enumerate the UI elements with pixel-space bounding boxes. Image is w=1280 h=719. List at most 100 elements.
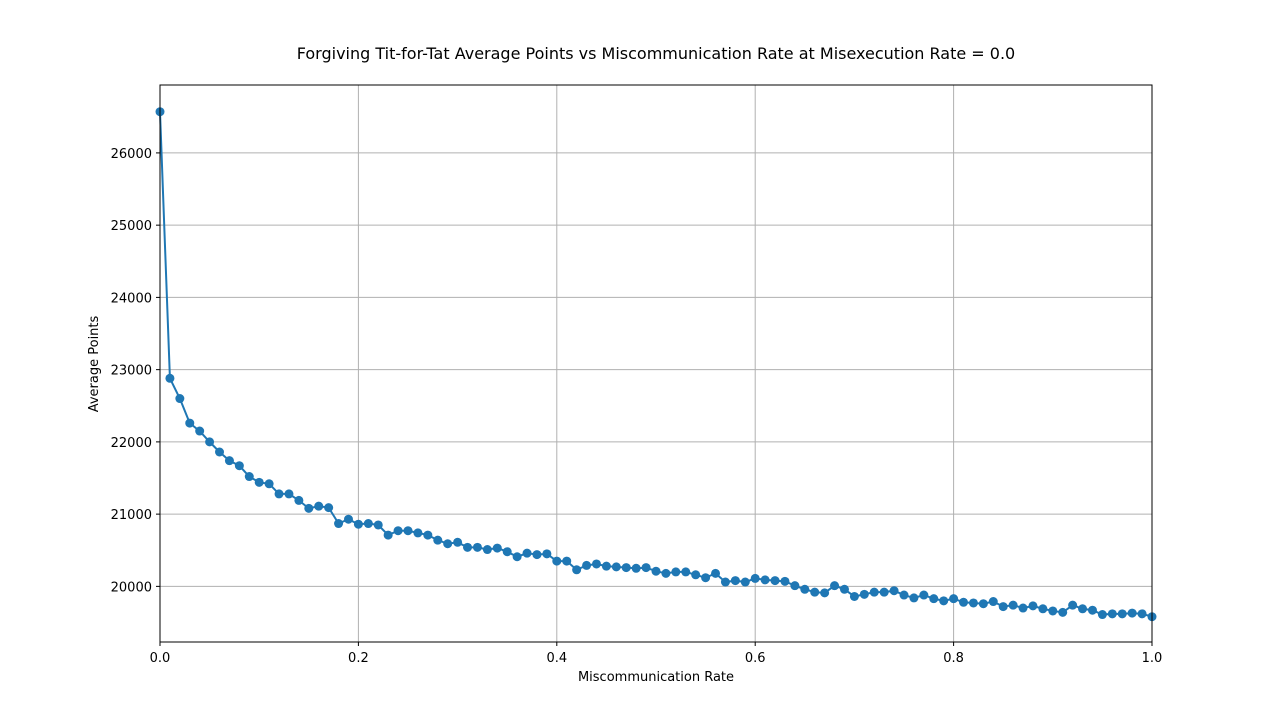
x-tick-label: 1.0 [1142, 651, 1163, 666]
data-point [393, 526, 403, 536]
data-point [869, 587, 879, 597]
data-point [334, 519, 344, 529]
data-point [343, 514, 353, 524]
data-point [591, 559, 601, 569]
data-point [294, 495, 304, 505]
series-plot [155, 107, 1157, 622]
data-point [701, 573, 711, 583]
data-point [830, 581, 840, 591]
data-point [1038, 604, 1048, 614]
data-point [988, 597, 998, 607]
data-point [909, 593, 919, 603]
data-point [720, 577, 730, 587]
data-point [919, 590, 929, 600]
data-point [1068, 600, 1078, 610]
data-point [839, 584, 849, 594]
data-point [1028, 601, 1038, 611]
y-axis-ticks: 20000 21000 22000 23000 24000 25000 26000 [111, 147, 160, 595]
data-point [472, 542, 482, 552]
y-tick-label: 21000 [111, 508, 152, 523]
data-point [621, 563, 631, 573]
data-point [353, 519, 363, 529]
data-point [1087, 605, 1097, 615]
data-point [681, 567, 691, 577]
x-tick-label: 0.6 [745, 651, 766, 666]
data-point [502, 547, 512, 557]
x-tick-label: 0.2 [348, 651, 369, 666]
data-point [1127, 608, 1137, 618]
data-point [363, 519, 373, 529]
data-point [859, 589, 869, 599]
x-tick-label: 0.8 [943, 651, 964, 666]
data-point [314, 501, 324, 511]
data-point [165, 373, 175, 383]
data-point [582, 560, 592, 570]
y-tick-label: 24000 [111, 291, 152, 306]
data-point [552, 556, 562, 566]
data-point [968, 598, 978, 608]
y-tick-label: 22000 [111, 436, 152, 451]
y-tick-label: 25000 [111, 219, 152, 234]
data-point [750, 573, 760, 583]
data-point [800, 584, 810, 594]
data-point [492, 543, 502, 553]
data-point [760, 575, 770, 585]
data-point [641, 563, 651, 573]
x-tick-label: 0.0 [150, 651, 171, 666]
data-point [423, 530, 433, 540]
y-axis-label: Average Points [87, 315, 102, 412]
data-point [215, 447, 225, 457]
data-point [770, 576, 780, 586]
data-point [254, 477, 264, 487]
data-point [780, 576, 790, 586]
data-point [978, 599, 988, 609]
data-point [601, 561, 611, 571]
data-point [195, 426, 205, 436]
data-point [661, 568, 671, 578]
data-point [572, 565, 582, 575]
data-point [820, 588, 830, 598]
data-point [1137, 609, 1147, 619]
data-point [264, 479, 274, 489]
data-point [631, 563, 641, 573]
data-point [463, 542, 473, 552]
data-point [284, 489, 294, 499]
chart-title: Forgiving Tit-for-Tat Average Points vs … [297, 44, 1015, 63]
data-point [711, 568, 721, 578]
data-point [205, 437, 215, 447]
data-point [1117, 609, 1127, 619]
y-tick-label: 26000 [111, 147, 152, 162]
data-point [383, 530, 393, 540]
data-point [512, 552, 522, 562]
y-tick-label: 23000 [111, 364, 152, 379]
data-point [403, 526, 413, 536]
y-tick-label: 20000 [111, 580, 152, 595]
data-point [849, 591, 859, 601]
data-point [1048, 606, 1058, 616]
data-point [224, 456, 234, 466]
data-point [740, 577, 750, 587]
data-point [810, 587, 820, 597]
data-point [244, 472, 254, 482]
data-point [482, 545, 492, 555]
data-point [522, 548, 532, 558]
data-point [1078, 604, 1088, 614]
data-point [453, 537, 463, 547]
data-point [1107, 609, 1117, 619]
data-point [532, 550, 542, 560]
data-point [542, 549, 552, 559]
data-point [304, 503, 314, 513]
data-point [879, 587, 889, 597]
data-point [185, 418, 195, 428]
data-point [691, 570, 701, 580]
data-point [929, 594, 939, 604]
data-point [998, 602, 1008, 612]
data-point [671, 567, 681, 577]
data-point [899, 590, 909, 600]
x-axis-label: Miscommunication Rate [578, 670, 734, 685]
data-point [175, 394, 185, 404]
data-point [1097, 610, 1107, 620]
data-point [889, 586, 899, 596]
